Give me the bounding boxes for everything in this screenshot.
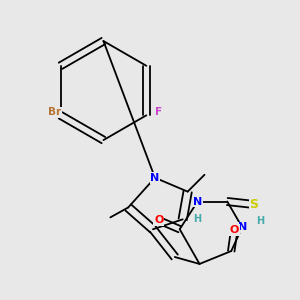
Text: N: N bbox=[150, 173, 160, 183]
Text: N: N bbox=[193, 196, 202, 206]
Text: O: O bbox=[154, 215, 164, 225]
Text: H: H bbox=[194, 214, 202, 224]
Text: O: O bbox=[230, 225, 239, 235]
Text: H: H bbox=[256, 216, 264, 226]
Text: Br: Br bbox=[48, 107, 61, 117]
Text: S: S bbox=[250, 198, 259, 211]
Text: F: F bbox=[155, 107, 162, 117]
Text: N: N bbox=[238, 222, 247, 232]
